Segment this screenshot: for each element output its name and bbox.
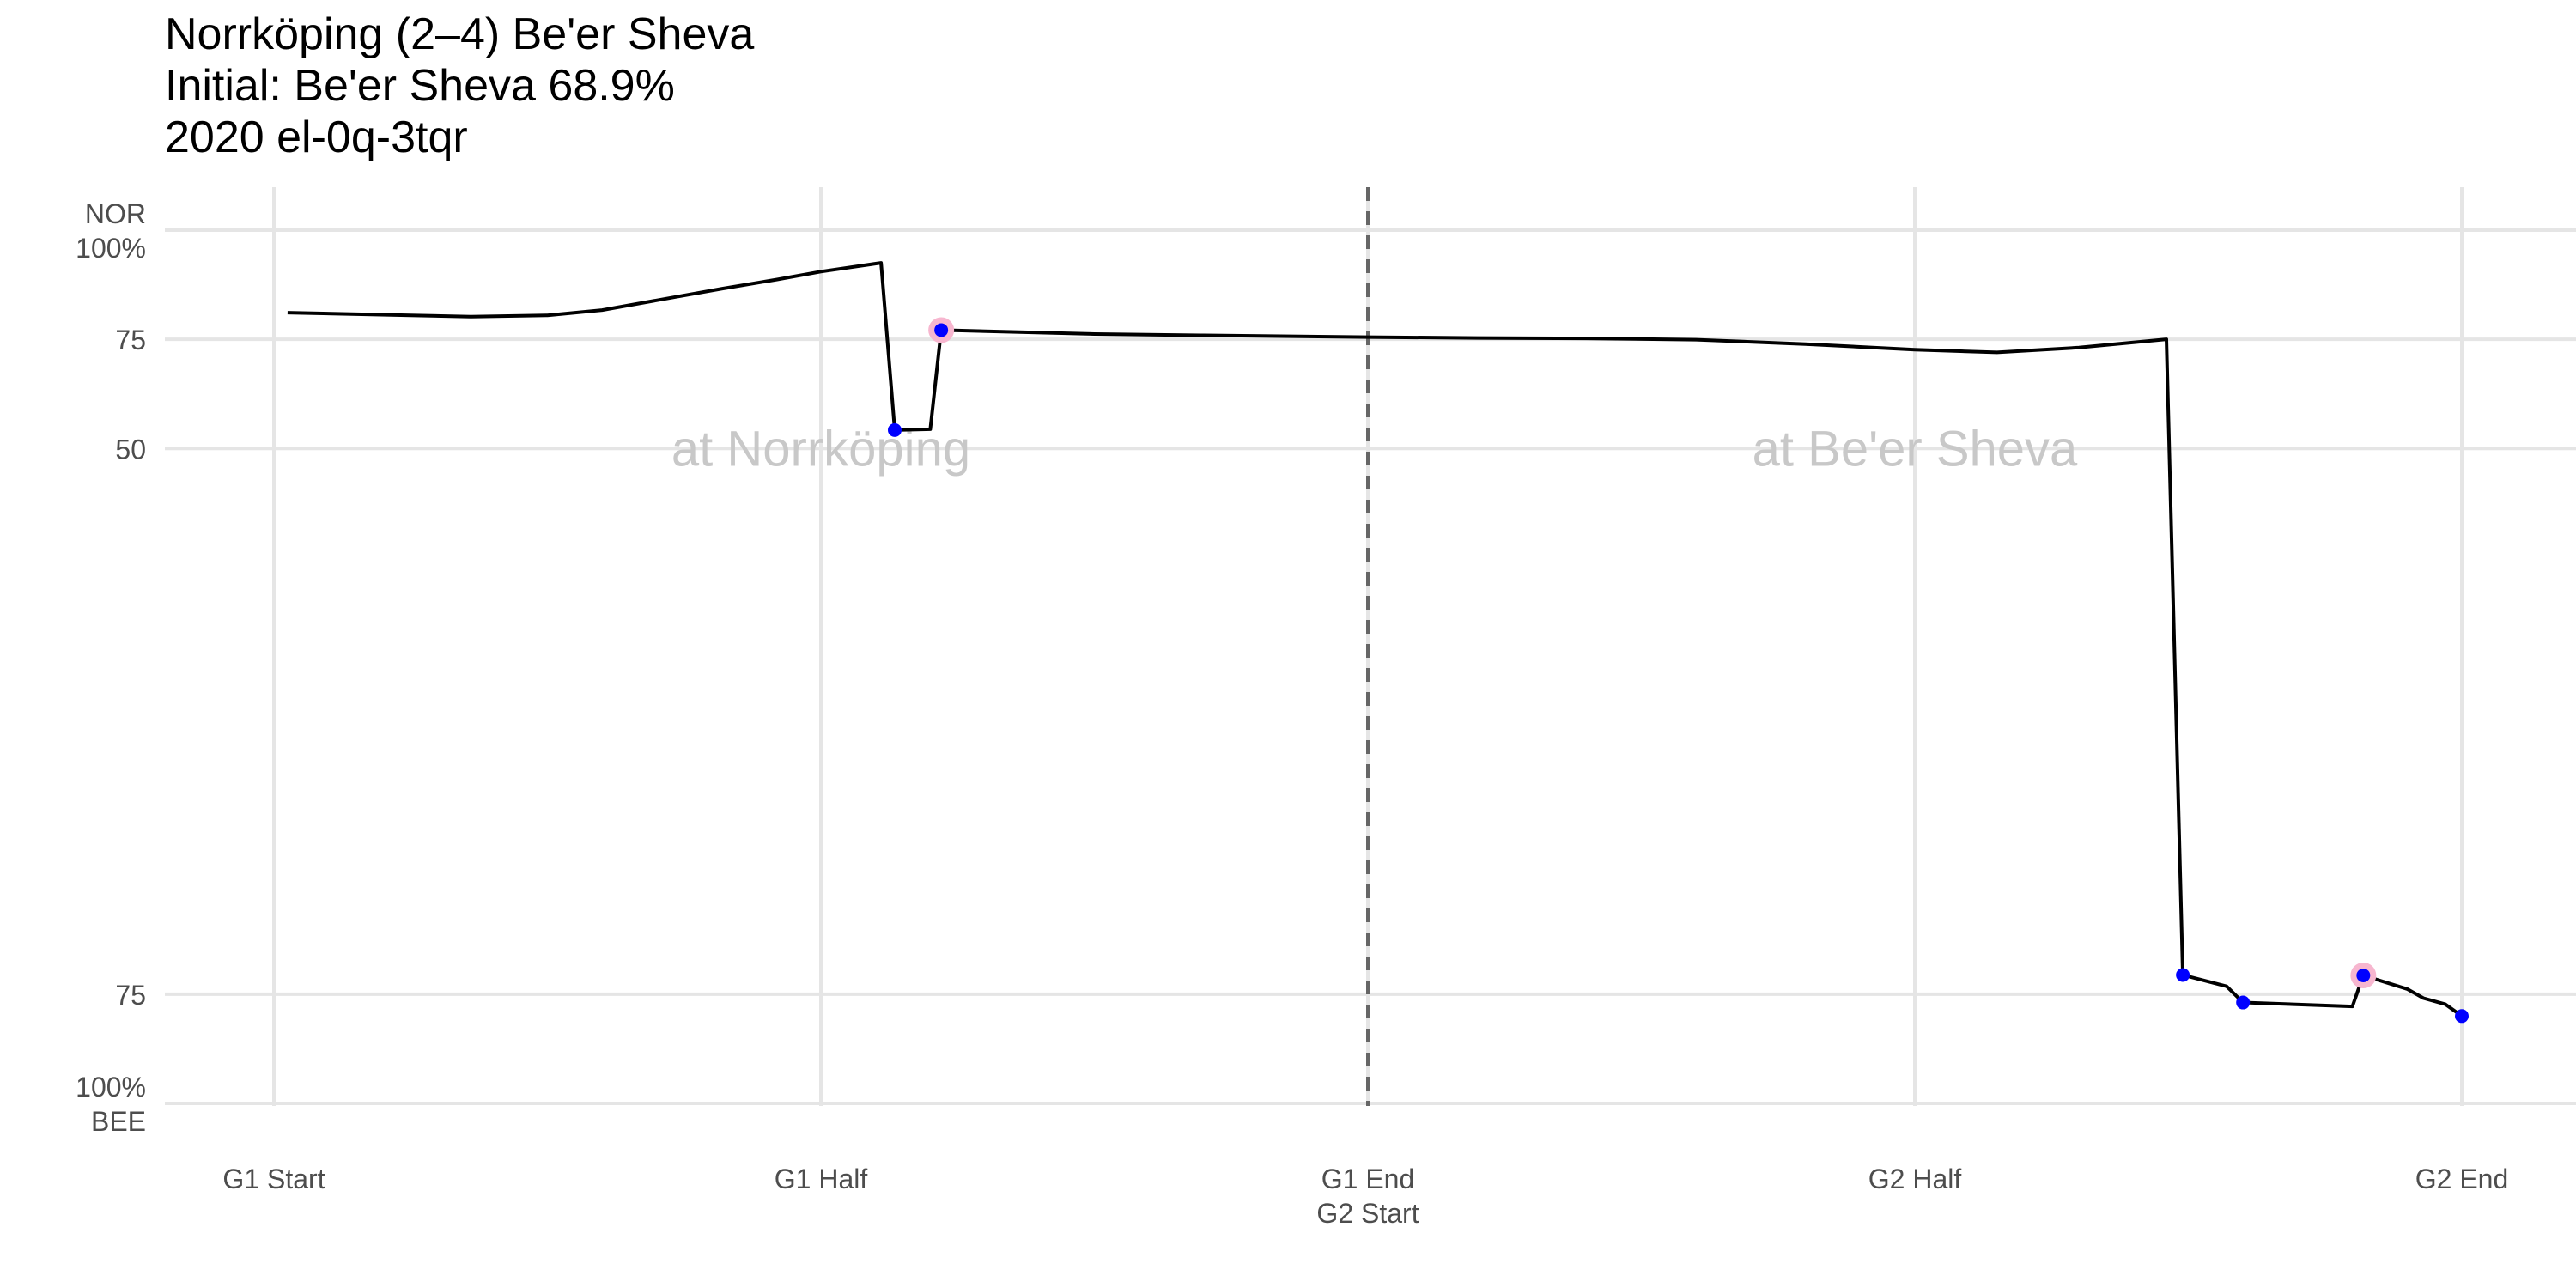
event-dot-5 [2455, 1009, 2469, 1024]
venue-annotation-1: at Be'er Sheva [1753, 421, 2078, 477]
chart-subtitle-match-id: 2020 el-0q-3tqr [165, 112, 468, 162]
y-tick-label-3: 75 [115, 980, 146, 1011]
y-tick-label-0-a: NOR [85, 198, 146, 229]
event-dot-0 [887, 422, 902, 437]
y-tick-label-4-b: BEE [91, 1106, 146, 1137]
y-tick-label-1: 75 [115, 325, 146, 355]
event-dot-2 [2176, 968, 2190, 982]
chart-title: Norrköping (2–4) Be'er Sheva [165, 9, 755, 59]
x-tick-label-2-b: G2 Start [1316, 1198, 1419, 1229]
probability-series [287, 261, 2464, 1018]
x-tick-label-1: G1 Half [775, 1163, 868, 1194]
event-dot-3 [2236, 995, 2251, 1010]
event-dot-4 [2356, 969, 2371, 983]
series-line-0 [287, 261, 2464, 1018]
y-tick-label-4-a: 100% [76, 1072, 146, 1103]
event-dot-1 [934, 323, 949, 337]
x-tick-label-2: G1 End [1321, 1163, 1415, 1194]
x-tick-label-3: G2 Half [1868, 1163, 1962, 1194]
y-tick-label-0-b: 100% [76, 233, 146, 264]
x-tick-label-4: G2 End [2415, 1163, 2509, 1194]
event-markers [887, 317, 2469, 1024]
chart-titles: Norrköping (2–4) Be'er Sheva Initial: Be… [165, 9, 754, 163]
chart-subtitle-initial: Initial: Be'er Sheva 68.9% [165, 61, 675, 111]
x-tick-label-0: G1 Start [222, 1163, 325, 1194]
x-axis-labels: G1 Start G1 Half G1 End G2 Start G2 Half G2 E… [222, 1163, 2508, 1229]
y-tick-label-2: 50 [115, 434, 146, 465]
grid-lines [165, 187, 2576, 1106]
